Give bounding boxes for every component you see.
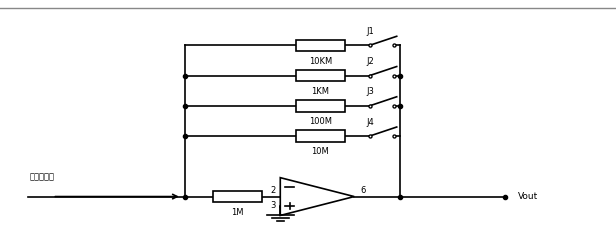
FancyBboxPatch shape	[296, 100, 345, 111]
Text: 2: 2	[270, 186, 276, 195]
Text: J1: J1	[367, 27, 375, 36]
Text: 10M: 10M	[312, 147, 329, 156]
Text: 10KM: 10KM	[309, 57, 332, 66]
Text: Vout: Vout	[517, 192, 538, 201]
Text: J4: J4	[367, 118, 375, 127]
Text: 1KM: 1KM	[311, 87, 330, 96]
Text: 100M: 100M	[309, 117, 332, 126]
FancyBboxPatch shape	[213, 191, 262, 202]
Text: 1M: 1M	[231, 208, 243, 217]
FancyBboxPatch shape	[296, 40, 345, 51]
Text: 3: 3	[270, 201, 276, 210]
Text: J3: J3	[367, 87, 375, 97]
Text: 6: 6	[360, 186, 366, 195]
FancyBboxPatch shape	[296, 131, 345, 142]
Text: 微电流输入: 微电流输入	[30, 172, 55, 181]
FancyBboxPatch shape	[296, 70, 345, 81]
Text: J2: J2	[367, 57, 375, 66]
